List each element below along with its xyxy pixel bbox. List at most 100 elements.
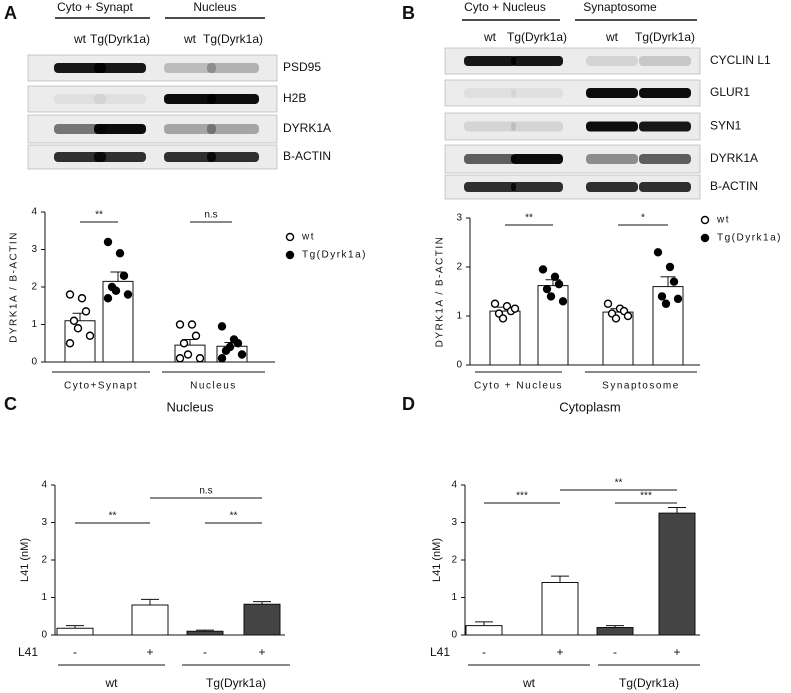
blot-row-label: SYN1 bbox=[710, 119, 742, 133]
bar bbox=[465, 625, 503, 636]
significance-label: ** bbox=[230, 511, 238, 522]
data-point bbox=[85, 331, 95, 340]
band bbox=[54, 152, 106, 162]
legend-label: Tg(Dyrk1a) bbox=[302, 250, 367, 261]
significance-label: ** bbox=[525, 213, 533, 224]
data-point bbox=[103, 237, 113, 247]
significance-label: ** bbox=[95, 210, 103, 221]
y-tick-label: 2 bbox=[451, 555, 457, 566]
lane-label: Tg(Dyrk1a) bbox=[203, 32, 263, 46]
y-tick-label: 1 bbox=[31, 319, 37, 330]
bar bbox=[541, 582, 579, 636]
band bbox=[586, 88, 638, 98]
group-label: Cyto+Synapt bbox=[64, 381, 138, 392]
data-point bbox=[657, 292, 667, 301]
y-tick-label: 4 bbox=[41, 480, 47, 491]
data-point bbox=[179, 339, 189, 348]
band bbox=[207, 63, 259, 73]
y-tick-label: 1 bbox=[456, 311, 462, 322]
blot-header: Cyto + Nucleus bbox=[464, 0, 546, 14]
data-point bbox=[542, 284, 552, 294]
lane-label: Tg(Dyrk1a) bbox=[507, 30, 567, 44]
band bbox=[207, 152, 259, 162]
lane-label: wt bbox=[73, 32, 87, 46]
legend-label: wt bbox=[301, 232, 315, 243]
legend-marker bbox=[700, 215, 710, 225]
data-point bbox=[233, 339, 243, 348]
lane-label: Tg(Dyrk1a) bbox=[90, 32, 150, 46]
y-tick-label: 4 bbox=[451, 480, 457, 491]
blot-row-label: DYRK1A bbox=[710, 151, 758, 165]
panel-letter: B bbox=[402, 3, 415, 23]
significance-label: ** bbox=[615, 478, 623, 489]
blot-strip bbox=[444, 47, 701, 75]
data-point bbox=[538, 265, 548, 274]
data-point bbox=[115, 249, 125, 258]
row-label: L41 bbox=[430, 645, 450, 659]
band bbox=[464, 88, 516, 98]
band bbox=[639, 182, 691, 192]
blot-row-label: PSD95 bbox=[283, 60, 321, 74]
x-tick-label: - bbox=[482, 645, 486, 659]
bar bbox=[56, 627, 94, 636]
y-tick-label: 0 bbox=[456, 360, 462, 371]
data-point bbox=[65, 290, 75, 299]
panel-letter: C bbox=[4, 394, 17, 414]
data-point bbox=[119, 271, 129, 280]
band bbox=[464, 154, 516, 164]
data-point bbox=[653, 248, 663, 257]
lane-label: wt bbox=[183, 32, 197, 46]
data-point bbox=[554, 279, 564, 289]
data-point bbox=[603, 299, 613, 308]
x-tick-label: + bbox=[146, 645, 153, 659]
band bbox=[207, 94, 259, 104]
group-label: wt bbox=[105, 676, 119, 690]
group-label: Cyto + Nucleus bbox=[474, 381, 563, 392]
significance-label: n.s bbox=[199, 486, 212, 497]
data-point bbox=[217, 322, 227, 331]
x-tick-label: - bbox=[613, 645, 617, 659]
band bbox=[54, 63, 106, 73]
x-tick-label: - bbox=[203, 645, 207, 659]
band bbox=[586, 154, 638, 164]
significance-label: ** bbox=[109, 511, 117, 522]
band bbox=[54, 94, 106, 104]
y-axis-label: DYRK1A / B-ACTIN bbox=[9, 231, 20, 343]
data-point bbox=[490, 299, 500, 308]
blot-row-label: GLUR1 bbox=[710, 85, 750, 99]
band bbox=[586, 182, 638, 192]
band bbox=[164, 94, 216, 104]
y-tick-label: 4 bbox=[31, 207, 37, 218]
data-point bbox=[217, 354, 227, 363]
significance-label: *** bbox=[516, 491, 528, 502]
blot-header: Nucleus bbox=[193, 0, 236, 14]
data-point bbox=[550, 272, 560, 281]
band bbox=[94, 152, 146, 162]
data-point bbox=[175, 354, 185, 363]
band bbox=[586, 56, 638, 66]
data-point bbox=[510, 304, 520, 313]
blot-row-label: B-ACTIN bbox=[710, 179, 758, 193]
band bbox=[94, 124, 146, 134]
band bbox=[639, 154, 691, 164]
bar bbox=[131, 604, 169, 636]
bar bbox=[243, 603, 281, 636]
y-tick-label: 3 bbox=[41, 517, 47, 528]
y-tick-label: 2 bbox=[456, 262, 462, 273]
blot-row-label: CYCLIN L1 bbox=[710, 53, 771, 67]
y-tick-label: 0 bbox=[451, 630, 457, 641]
group-label: Tg(Dyrk1a) bbox=[206, 676, 266, 690]
lane-label: wt bbox=[605, 30, 619, 44]
chart-title: Nucleus bbox=[167, 399, 214, 414]
legend-label: wt bbox=[716, 215, 730, 226]
legend-marker bbox=[285, 250, 295, 260]
group-label: wt bbox=[522, 676, 536, 690]
legend-label: Tg(Dyrk1a) bbox=[717, 233, 782, 244]
blot-row-label: DYRK1A bbox=[283, 121, 331, 135]
band bbox=[164, 63, 216, 73]
band bbox=[639, 56, 691, 66]
bar bbox=[186, 630, 224, 636]
data-point bbox=[123, 290, 133, 299]
data-point bbox=[673, 294, 683, 304]
